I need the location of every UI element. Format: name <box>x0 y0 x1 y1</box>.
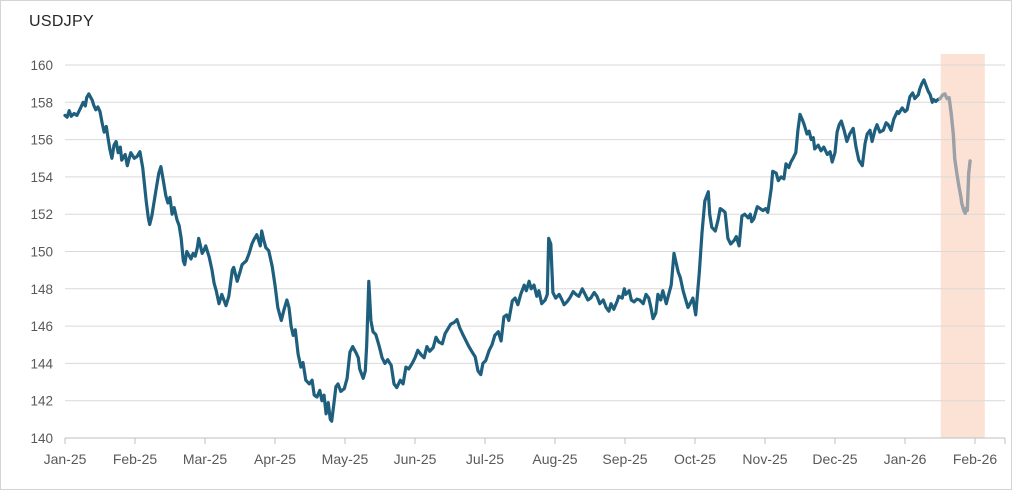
x-axis-label-Feb-25: Feb-25 <box>113 451 158 467</box>
highlight-band <box>940 54 985 438</box>
x-axis-label-Jul-25: Jul-25 <box>466 451 504 467</box>
x-axis-label-Feb-26: Feb-26 <box>953 451 998 467</box>
recent-price-line <box>938 92 972 216</box>
x-axis-label-Nov-25: Nov-25 <box>742 451 787 467</box>
x-axis-label-Dec-25: Dec-25 <box>812 451 857 467</box>
x-axis-label-Aug-25: Aug-25 <box>532 451 577 467</box>
x-axis-label-Apr-25: Apr-25 <box>254 451 296 467</box>
y-axis-label-154: 154 <box>30 170 53 185</box>
y-axis-label-144: 144 <box>30 356 53 371</box>
y-axis-label-148: 148 <box>30 282 53 297</box>
x-axis-label-Jun-25: Jun-25 <box>394 451 437 467</box>
y-axis-label-158: 158 <box>30 95 53 110</box>
price-line <box>63 78 942 423</box>
x-axis-label-Sep-25: Sep-25 <box>602 451 647 467</box>
y-axis-label-160: 160 <box>30 58 53 73</box>
x-axis-label-Mar-25: Mar-25 <box>183 451 228 467</box>
chart-title: USDJPY <box>29 13 94 30</box>
y-axis-label-140: 140 <box>30 431 53 446</box>
y-axis-label-156: 156 <box>30 133 53 148</box>
x-axis-label-May-25: May-25 <box>322 451 369 467</box>
y-axis-label-152: 152 <box>30 207 53 222</box>
y-axis-label-142: 142 <box>30 394 53 409</box>
x-axis-label-Jan-26: Jan-26 <box>884 451 927 467</box>
x-axis-label-Oct-25: Oct-25 <box>674 451 716 467</box>
y-axis-label-146: 146 <box>30 319 53 334</box>
x-axis-label-Jan-25: Jan-25 <box>44 451 87 467</box>
y-axis-label-150: 150 <box>30 245 53 260</box>
